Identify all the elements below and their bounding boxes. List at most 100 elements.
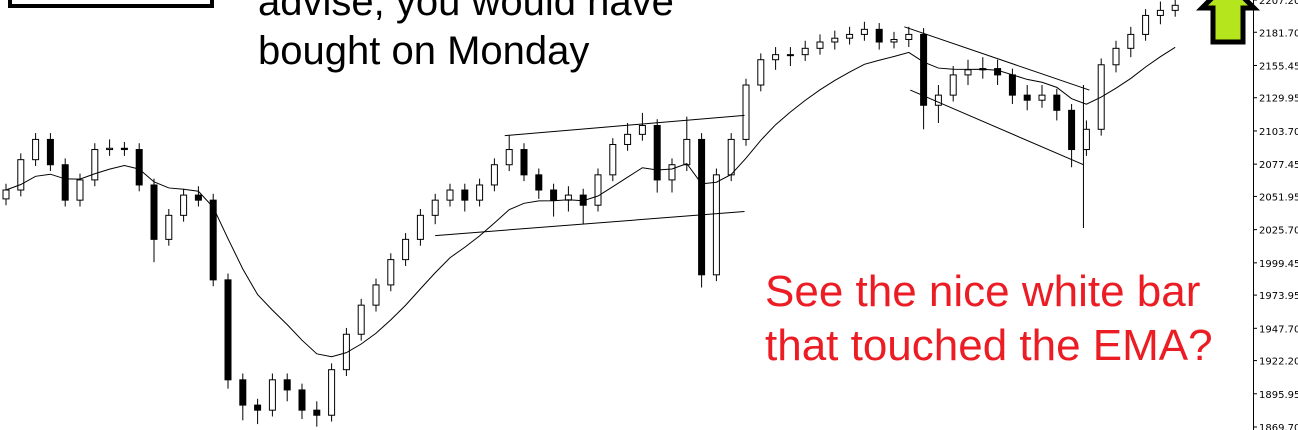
candle-body — [934, 94, 942, 106]
trendline — [910, 89, 1084, 166]
axis-tick-label: 2155.45 — [1259, 61, 1298, 72]
candle — [32, 133, 40, 166]
candle — [712, 168, 720, 282]
candle-body — [920, 33, 928, 106]
candle-body — [209, 199, 217, 281]
candle-body — [120, 147, 128, 151]
candle-body — [461, 189, 469, 201]
candle-body — [1053, 94, 1061, 111]
candle — [846, 26, 854, 45]
candle — [120, 141, 128, 156]
candle-body — [890, 38, 898, 43]
axis-tick-label: 2025.70 — [1259, 226, 1298, 237]
candle-body — [994, 68, 1002, 76]
trendline — [904, 26, 1090, 91]
candle — [1142, 9, 1150, 41]
candle — [402, 233, 410, 266]
candle-body — [831, 37, 839, 43]
candle — [801, 40, 809, 61]
candle — [1053, 88, 1061, 121]
candle — [757, 53, 765, 92]
candle-body — [313, 409, 321, 416]
candle — [786, 47, 794, 67]
candle-body — [135, 149, 143, 186]
candle-body — [476, 184, 484, 201]
axis-tick-label: 2103.70 — [1259, 127, 1298, 138]
candle — [431, 193, 439, 225]
candle-body — [520, 149, 528, 176]
candle-body — [254, 404, 262, 411]
candle-body — [328, 369, 336, 416]
candle — [476, 178, 484, 207]
candle — [1112, 40, 1120, 73]
candle — [180, 188, 188, 222]
annotation-box — [8, 0, 214, 8]
candle-body — [1171, 4, 1179, 11]
candle-body — [816, 41, 824, 49]
candle-body — [431, 199, 439, 216]
candle-body — [224, 279, 232, 381]
candle — [683, 116, 691, 172]
candle — [106, 139, 114, 156]
candle-body — [1112, 47, 1120, 66]
candle-body — [949, 74, 957, 96]
candle — [283, 373, 291, 402]
candle — [135, 143, 143, 192]
axis-tick-label: 1973.95 — [1259, 291, 1298, 302]
candle — [254, 398, 262, 425]
axis-tick-label: 2181.70 — [1259, 28, 1298, 39]
candle — [979, 57, 987, 79]
candle-body — [372, 284, 380, 306]
candle — [505, 135, 513, 172]
candle-body — [194, 194, 202, 201]
candle-body — [505, 149, 513, 166]
candle-body — [180, 194, 188, 216]
axis-tick-label: 1922.20 — [1259, 357, 1298, 368]
candle — [91, 143, 99, 187]
candle-body — [416, 214, 424, 240]
trendline — [504, 114, 745, 137]
candle-body — [357, 304, 365, 335]
candle — [698, 133, 706, 288]
candle-body — [905, 33, 913, 40]
candle — [535, 168, 543, 199]
axis-background — [1254, 0, 1298, 430]
candle — [461, 183, 469, 212]
candle-body — [653, 125, 661, 181]
candle-body — [1127, 33, 1135, 49]
candle-body — [1068, 109, 1076, 151]
annotation-top-line2: bought on Monday — [258, 29, 590, 73]
candle — [653, 119, 661, 193]
candle — [920, 28, 928, 130]
candle-body — [91, 149, 99, 181]
candle — [1023, 85, 1031, 111]
axis-tick-label: 1869.70 — [1259, 423, 1298, 430]
candle — [742, 78, 750, 146]
candle-body — [1023, 94, 1031, 101]
candle — [328, 363, 336, 422]
annotation-red-line1: See the nice white bar — [765, 267, 1201, 316]
candle-body — [609, 143, 617, 176]
candle — [949, 66, 957, 102]
candle-body — [535, 174, 543, 191]
axis-tick-label: 2077.45 — [1259, 160, 1298, 171]
candle — [61, 158, 69, 207]
axis-tick-label: 2129.95 — [1259, 94, 1298, 105]
axis-tick-label: 2207.20 — [1259, 0, 1298, 7]
candle — [357, 298, 365, 341]
candle-body — [387, 259, 395, 286]
candle — [1156, 1, 1164, 25]
candle-body — [742, 84, 750, 140]
candle-body — [106, 147, 114, 151]
candle — [313, 401, 321, 427]
candle — [772, 47, 780, 70]
candle — [890, 31, 898, 49]
candle-body — [402, 238, 410, 261]
candle-body — [757, 59, 765, 86]
candle-body — [712, 174, 720, 276]
candle-body — [342, 333, 350, 371]
candle-body — [490, 164, 498, 186]
candle — [1068, 103, 1076, 168]
candle-body — [268, 379, 276, 411]
candle-body — [1142, 14, 1150, 35]
